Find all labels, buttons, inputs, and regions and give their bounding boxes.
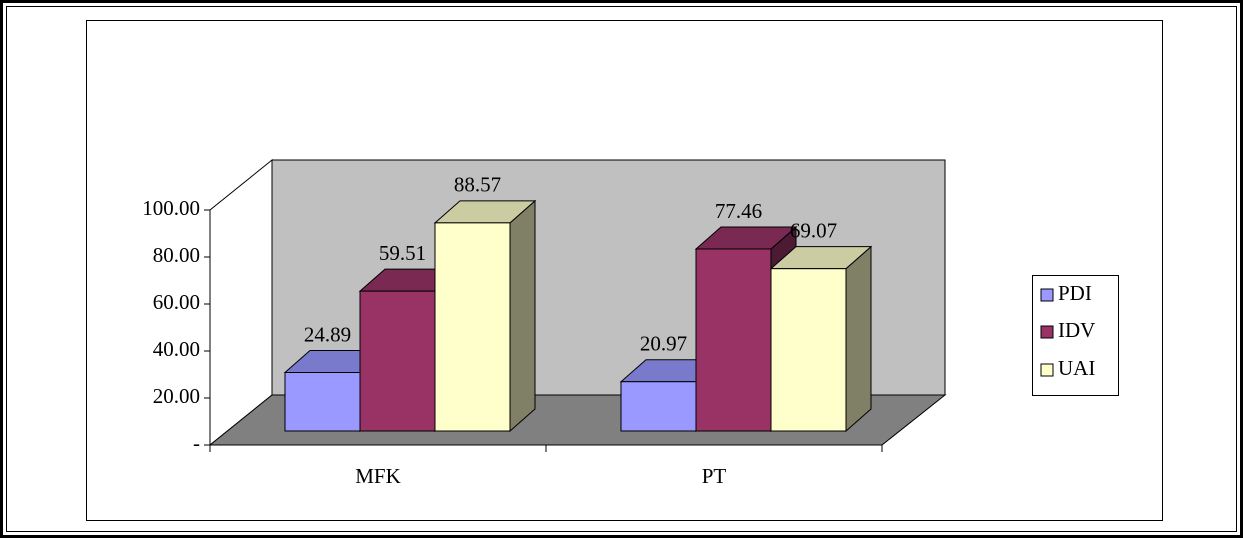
- bar: [695, 248, 772, 432]
- data-label: 24.89: [304, 322, 351, 346]
- x-tick-label: MFK: [355, 464, 401, 488]
- y-tick-label: 20.00: [153, 384, 200, 408]
- legend-swatch: [1040, 288, 1054, 302]
- bar: [434, 222, 511, 432]
- y-tick-label: 80.00: [153, 243, 200, 267]
- inner-frame: [6, 6, 1237, 532]
- y-tick-label: 40.00: [153, 337, 200, 361]
- data-label: 69.07: [790, 218, 837, 242]
- legend-swatch: [1040, 325, 1054, 339]
- data-label: 88.57: [454, 173, 501, 197]
- x-tick-label: PT: [702, 464, 727, 488]
- data-label: 20.97: [640, 332, 687, 356]
- bar: [770, 268, 847, 432]
- data-label: 77.46: [715, 199, 762, 223]
- bar-side: [509, 199, 536, 433]
- y-tick-label: 100.00: [142, 196, 200, 220]
- y-tick-label: -: [193, 431, 200, 455]
- legend-swatch: [1040, 363, 1054, 377]
- bar-side: [845, 245, 872, 433]
- bar: [620, 381, 697, 432]
- bar: [359, 290, 436, 432]
- legend-label: PDI: [1058, 281, 1092, 305]
- data-label: 59.51: [379, 241, 426, 265]
- legend-label: UAI: [1058, 356, 1095, 380]
- bar: [284, 372, 361, 432]
- legend-label: IDV: [1058, 318, 1095, 342]
- y-tick-label: 60.00: [153, 290, 200, 314]
